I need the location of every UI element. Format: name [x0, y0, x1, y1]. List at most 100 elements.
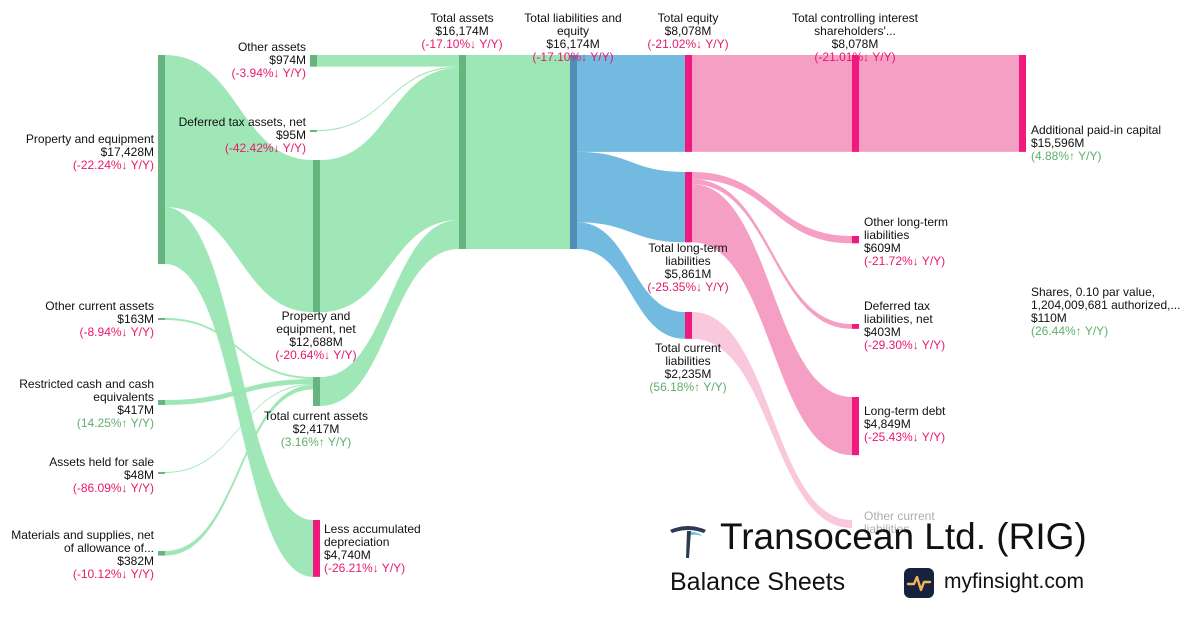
- node-label-held_sale: Assets held for sale $48M (-86.09%↓ Y/Y): [4, 456, 154, 495]
- node-label-other_ltl: Other long-term liabilities $609M (-21.72%…: [864, 216, 974, 268]
- company-title: Transocean Ltd. (RIG): [720, 516, 1087, 557]
- node-name: Total assets: [430, 11, 494, 25]
- node-name: Long-term debt: [864, 404, 946, 418]
- node-value: $974M: [269, 53, 306, 67]
- node-bar-other_assets: [310, 55, 317, 67]
- node-name: Assets held for sale: [49, 455, 154, 469]
- flow-total_le-to-total_ltl: [577, 151, 685, 243]
- node-name: Shares, 0.10 par value, 1,204,009,681 au…: [1031, 285, 1181, 312]
- node-name: Additional paid-in capital: [1031, 123, 1162, 137]
- transocean-t-logo-icon: [670, 526, 706, 558]
- site-name: myfinsight.com: [944, 570, 1085, 593]
- node-label-materials: Materials and supplies, net of allowance…: [4, 529, 154, 581]
- flow-total_cl-to-other_cl: [692, 312, 852, 528]
- node-bar-ppe_net: [313, 160, 320, 313]
- flow-total_ltl-to-other_ltl: [692, 172, 852, 244]
- node-label-deferred_tax_liab: Deferred tax liabilities, net $403M (-29.3…: [864, 300, 974, 352]
- flow-total_ltl-to-ltd: [692, 184, 852, 456]
- flow-other_assets-to-total_assets: [317, 55, 459, 67]
- flow-other_ca-to-total_ca: [165, 318, 313, 379]
- node-label-ltd: Long-term debt $4,849M (-25.43%↓ Y/Y): [864, 405, 974, 444]
- node-change: (26.44%↑ Y/Y): [1031, 324, 1109, 338]
- node-label-ppe_gross: Property and equipment $17,428M (-22.24%↓ …: [4, 133, 154, 172]
- myfinsight-pulse-icon: [904, 568, 934, 598]
- node-change: (14.25%↑ Y/Y): [76, 416, 154, 430]
- node-bar-tcse: [852, 55, 859, 152]
- node-value: $163M: [117, 312, 154, 326]
- node-label-other_cl: Other current liabilities: [864, 510, 974, 536]
- node-label-deferred_tax_assets: Deferred tax assets, net $95M (-42.42%↓ Y/…: [166, 116, 306, 155]
- node-bar-apic: [1019, 55, 1026, 152]
- node-change: (-25.43%↓ Y/Y): [864, 430, 946, 444]
- node-name: Other assets: [237, 40, 306, 54]
- node-change: (56.18%↑ Y/Y): [649, 380, 727, 394]
- node-value: $8,078M: [664, 24, 712, 38]
- node-name: Less accumulated depreciation: [324, 522, 421, 549]
- node-label-total_cl: Total current liabilities $2,235M (56.18%↑…: [633, 342, 743, 394]
- node-bar-held_sale: [158, 472, 165, 474]
- node-change: (-21.01%↓ Y/Y): [814, 50, 896, 64]
- node-name: Total liabilities and equity: [524, 11, 622, 38]
- node-value: $15,596M: [1031, 136, 1085, 150]
- node-bar-total_assets: [459, 55, 466, 249]
- node-value: $382M: [117, 554, 154, 568]
- node-value: $48M: [123, 468, 154, 482]
- node-value: $110M: [1031, 311, 1067, 325]
- node-bar-total_ca: [313, 377, 320, 406]
- node-value: $403M: [864, 325, 901, 339]
- node-value: $4,849M: [864, 417, 911, 431]
- node-label-total_ca: Total current assets $2,417M (3.16%↑ Y/Y): [251, 410, 381, 449]
- node-value: $417M: [117, 403, 154, 417]
- node-change: (-42.42%↓ Y/Y): [224, 141, 306, 155]
- node-name: Total current assets: [263, 409, 369, 423]
- flow-ppe_gross-to-ppe_net: [165, 55, 313, 313]
- flow-total_le-to-total_cl: [577, 222, 685, 339]
- node-change: (-17.10%↓ Y/Y): [421, 37, 503, 51]
- node-bar-total_le: [570, 55, 577, 249]
- node-bar-ppe_gross: [158, 55, 165, 265]
- node-label-shares: Shares, 0.10 par value, 1,204,009,681 au…: [1031, 286, 1196, 338]
- node-bar-ltd: [852, 397, 859, 456]
- node-change: (-17.10%↓ Y/Y): [532, 50, 614, 64]
- node-value: $5,861M: [664, 267, 712, 281]
- node-bar-less_dep: [313, 520, 320, 577]
- node-name: Total controlling interest shareholders'…: [791, 11, 919, 38]
- node-bar-other_ltl: [852, 236, 859, 244]
- flow-total_ltl-to-deferred_tax_liab: [692, 179, 852, 329]
- node-bar-total_equity: [685, 55, 692, 152]
- node-label-ppe_net: Property and equipment, net $12,688M (-20.…: [251, 310, 381, 362]
- flow-total_le-to-total_equity: [577, 55, 685, 152]
- node-label-total_assets: Total assets $16,174M (-17.10%↓ Y/Y): [407, 12, 517, 51]
- flow-restricted-to-total_ca: [165, 378, 313, 406]
- node-change: (4.88%↑ Y/Y): [1031, 149, 1102, 163]
- node-bar-other_ca: [158, 318, 165, 320]
- node-change: (-26.21%↓ Y/Y): [324, 561, 406, 575]
- node-name: Property and equipment: [25, 132, 154, 146]
- node-bar-restricted: [158, 400, 165, 406]
- flow-materials-to-total_ca: [165, 384, 313, 556]
- node-value: $4,740M: [324, 548, 371, 562]
- node-value: $8,078M: [831, 37, 879, 51]
- flow-held_sale-to-total_ca: [165, 383, 313, 473]
- node-name: Other current liabilities: [864, 509, 935, 536]
- node-name: Restricted cash and cash equivalents: [19, 377, 154, 404]
- flow-total_equity-to-tcse: [692, 55, 852, 152]
- node-change: (-10.12%↓ Y/Y): [72, 567, 154, 581]
- node-name: Total long-term liabilities: [648, 241, 728, 268]
- node-change: (-22.24%↓ Y/Y): [72, 158, 154, 172]
- node-change: (-29.30%↓ Y/Y): [864, 338, 946, 352]
- flow-total_assets-to-total_le: [466, 55, 570, 249]
- node-change: (-3.94%↓ Y/Y): [231, 66, 306, 80]
- node-name: Other current assets: [45, 299, 154, 313]
- node-label-total_ltl: Total long-term liabilities $5,861M (-25.3…: [633, 242, 743, 294]
- node-change: (-25.35%↓ Y/Y): [647, 280, 729, 294]
- node-change: (-21.02%↓ Y/Y): [647, 37, 729, 51]
- flow-deferred_tax_assets-to-total_assets: [317, 66, 459, 132]
- node-name: Materials and supplies, net of allowance…: [11, 528, 154, 555]
- node-value: $95M: [275, 128, 306, 142]
- node-change: (-20.64%↓ Y/Y): [275, 348, 357, 362]
- node-name: Total equity: [657, 11, 719, 25]
- node-label-other_ca: Other current assets $163M (-8.94%↓ Y/Y): [4, 300, 154, 339]
- node-bar-materials: [158, 551, 165, 556]
